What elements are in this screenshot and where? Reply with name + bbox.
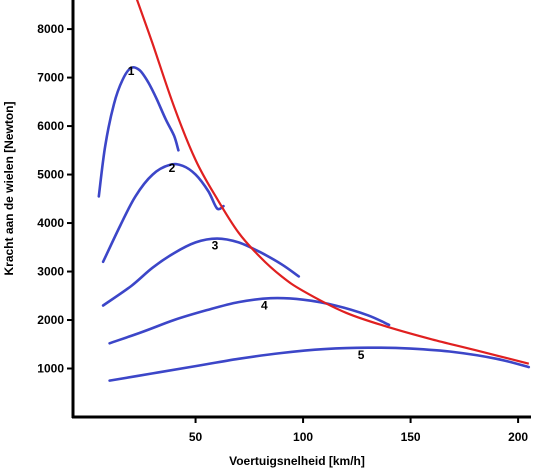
gear-3-curve — [101, 237, 301, 307]
gear-4-label: 4 — [261, 298, 268, 312]
gear-5-curve — [108, 346, 531, 382]
curve-label-layer: 1 2 3 4 5 — [128, 64, 365, 362]
y-axis-title: Kracht aan de wielen [Newton] — [2, 101, 16, 275]
x-tick-label: 50 — [189, 430, 203, 444]
gear-1-label: 1 — [128, 64, 135, 78]
x-tick-label: 200 — [508, 430, 528, 444]
gear-1-curve — [97, 65, 180, 198]
y-tick-label: 3000 — [37, 265, 64, 279]
gear-5-label: 5 — [358, 348, 365, 362]
gear-2-curve — [101, 162, 225, 264]
y-tick-label: 6000 — [37, 119, 64, 133]
gear-2-label: 2 — [169, 161, 176, 175]
gear-4-curve — [108, 296, 391, 345]
envelope-curve — [135, 0, 530, 365]
y-tick-label: 5000 — [37, 168, 64, 182]
x-tick-label: 100 — [293, 430, 313, 444]
y-tick-label: 4000 — [37, 216, 64, 230]
axes-layer — [71, 0, 531, 419]
curve-layer — [97, 0, 531, 382]
y-tick-label: 1000 — [37, 362, 64, 376]
gear-3-label: 3 — [212, 239, 219, 253]
x-tick-label: 150 — [401, 430, 421, 444]
y-tick-label: 8000 — [37, 22, 64, 36]
y-tick-label: 2000 — [37, 313, 64, 327]
x-axis-title: Voertuigsnelheid [km/h] — [229, 454, 365, 468]
y-tick-label: 7000 — [37, 71, 64, 85]
tick-layer: 1000 2000 3000 4000 5000 6000 7000 8000 50 100 150… — [37, 22, 528, 444]
